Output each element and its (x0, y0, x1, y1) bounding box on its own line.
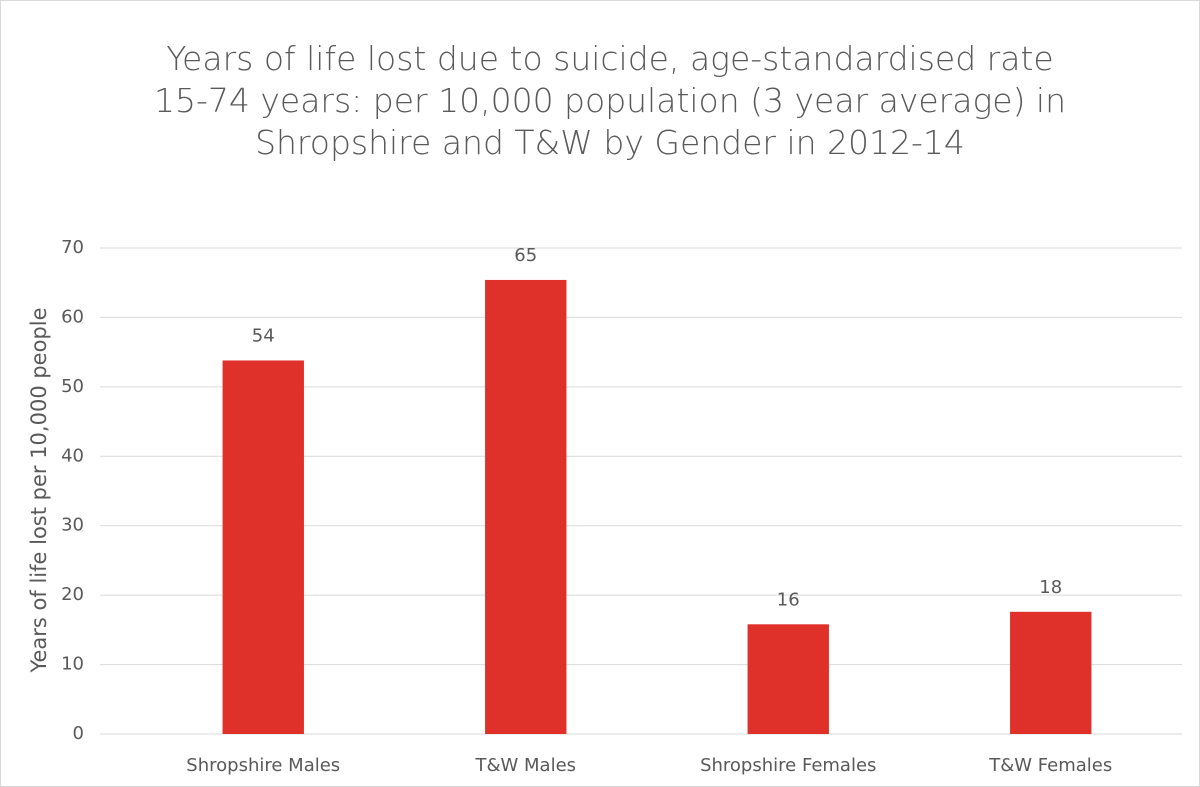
data-label: 16 (777, 589, 800, 610)
chart-title: Years of life lost due to suicide, age-s… (153, 39, 1067, 162)
y-tick-label: 50 (61, 376, 84, 397)
bar (747, 624, 829, 734)
y-tick-label: 40 (61, 445, 84, 466)
y-tick-label: 0 (73, 723, 84, 744)
x-tick-label: Shropshire Females (700, 755, 876, 776)
data-label: 54 (252, 325, 275, 346)
y-tick-label: 70 (61, 237, 84, 258)
y-tick-label: 10 (61, 654, 84, 675)
x-tick-label: T&W Females (988, 755, 1112, 776)
y-axis-label: Years of life lost per 10,000 people (27, 307, 51, 673)
x-tick-label: T&W Males (474, 755, 576, 776)
data-label: 18 (1039, 577, 1062, 598)
bar (485, 279, 567, 734)
y-tick-label: 60 (61, 306, 84, 327)
bar (222, 360, 304, 734)
y-tick-label: 30 (61, 515, 84, 536)
bar (1010, 611, 1092, 734)
data-label: 65 (514, 245, 537, 266)
y-tick-label: 20 (61, 584, 84, 605)
x-tick-label: Shropshire Males (186, 755, 340, 776)
